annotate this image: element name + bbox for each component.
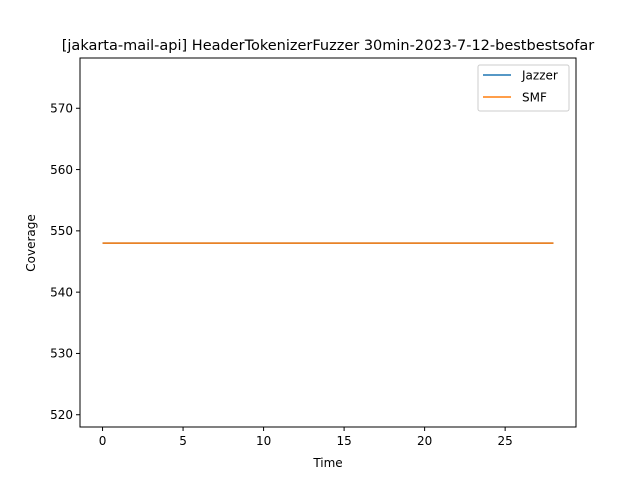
- x-tick-label: 5: [179, 434, 187, 448]
- x-tick-label: 10: [256, 434, 271, 448]
- legend-label-jazzer: Jazzer: [521, 68, 558, 82]
- chart-title: [jakarta-mail-api] HeaderTokenizerFuzzer…: [62, 38, 595, 54]
- y-tick-label: 520: [50, 408, 73, 422]
- y-tick-label: 560: [50, 163, 73, 177]
- y-axis-label: Coverage: [24, 214, 38, 272]
- y-tick-label: 530: [50, 347, 73, 361]
- x-axis-ticks: 0 5 10 15 20 25: [99, 427, 513, 448]
- y-tick-label: 550: [50, 224, 73, 238]
- x-axis-label: Time: [312, 456, 342, 470]
- y-axis-ticks: 520 530 540 550 560 570: [50, 102, 80, 422]
- legend-label-smf: SMF: [522, 90, 547, 104]
- x-tick-label: 25: [498, 434, 513, 448]
- x-tick-label: 15: [336, 434, 351, 448]
- y-tick-label: 540: [50, 285, 73, 299]
- plot-frame: [79, 57, 577, 428]
- legend: Jazzer SMF: [477, 64, 570, 112]
- x-tick-label: 20: [417, 434, 432, 448]
- legend-box: [477, 64, 570, 112]
- y-tick-label: 570: [50, 102, 73, 116]
- x-tick-label: 0: [99, 434, 107, 448]
